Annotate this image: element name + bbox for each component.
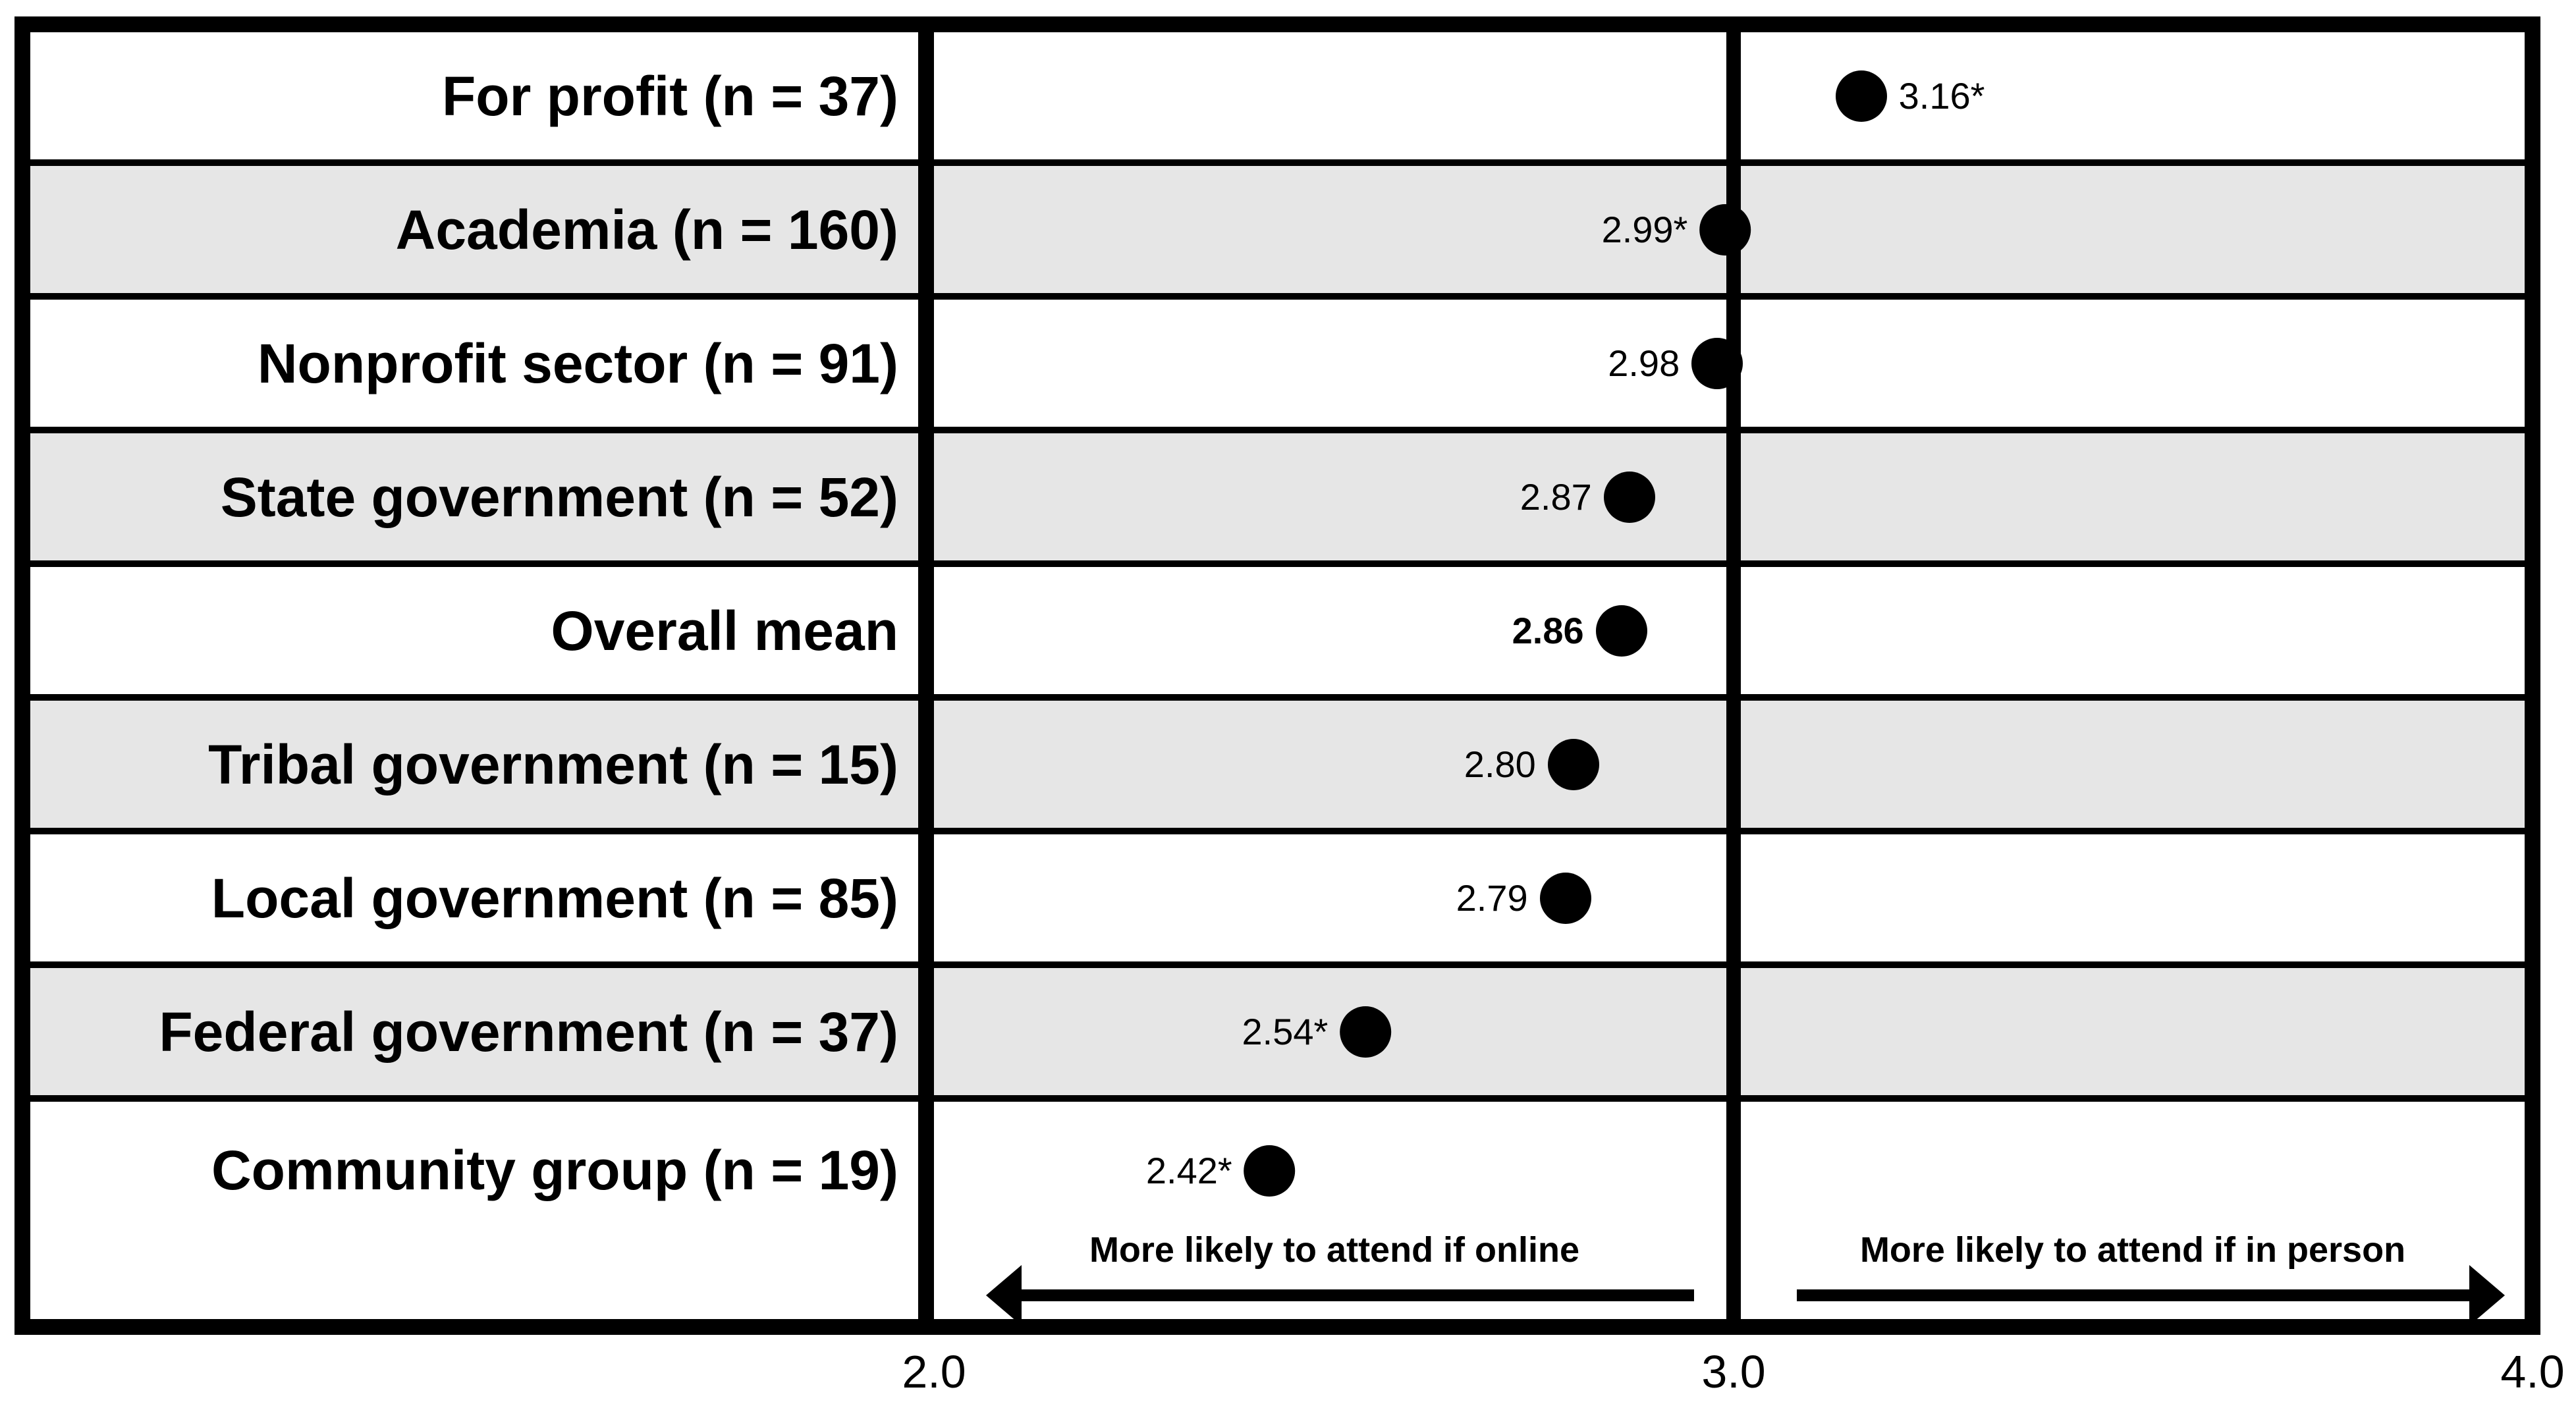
annotation-more-likely-online: More likely to attend if online: [1089, 1230, 1580, 1270]
dot-marker-icon: [1699, 203, 1751, 256]
x-tick-2-0: 2.0: [902, 1346, 966, 1397]
dot-marker-icon: [1539, 872, 1591, 924]
label-column-divider: [918, 32, 934, 1319]
dot-marker-icon: [1244, 1145, 1296, 1197]
dot-marker-icon: [1595, 605, 1647, 657]
value-label: 3.16*: [1898, 74, 1985, 117]
row-label: Local government (n = 85): [211, 867, 898, 929]
dot-marker-icon: [1603, 471, 1655, 523]
table-row: Tribal government (n = 15): [30, 701, 2525, 834]
value-label: 2.87: [1520, 475, 1592, 518]
dot-marker-icon: [1835, 70, 1887, 122]
data-point: 3.16*: [1835, 70, 1985, 122]
value-label: 2.98: [1608, 342, 1680, 384]
dot-marker-icon: [1691, 337, 1743, 389]
data-point: 2.87: [1520, 471, 1655, 523]
x-tick-4-0: 4.0: [2500, 1346, 2565, 1397]
data-point: 2.42*: [1146, 1145, 1296, 1197]
row-label: Community group (n = 19): [211, 1139, 898, 1201]
annotation-more-likely-in-person: More likely to attend if in person: [1859, 1230, 2406, 1270]
table-row: State government (n = 52): [30, 433, 2525, 567]
value-label: 2.99*: [1601, 208, 1688, 250]
dot-marker-icon: [1547, 738, 1599, 790]
value-label: 2.42*: [1145, 1150, 1232, 1191]
data-point: 2.99*: [1601, 203, 1751, 256]
row-label: Academia (n = 160): [395, 198, 898, 261]
row-label: State government (n = 52): [220, 466, 898, 528]
table-row: Local government (n = 85): [30, 834, 2525, 968]
data-point: 2.86: [1512, 605, 1647, 657]
value-label: 2.54*: [1242, 1010, 1329, 1052]
rows-container: For profit (n = 37) Academia (n = 160) Non…: [30, 32, 2525, 1319]
row-label: Tribal government (n = 15): [208, 733, 898, 796]
data-point: 2.54*: [1242, 1006, 1392, 1058]
right-arrow-icon: [1797, 1264, 2505, 1327]
table-row: Nonprofit sector (n = 91): [30, 300, 2525, 433]
table-row: Federal government (n = 37): [30, 968, 2525, 1102]
comparison-table: For profit (n = 37) Academia (n = 160) Non…: [14, 16, 2540, 1335]
data-point: 2.79: [1456, 872, 1591, 924]
dot-marker-icon: [1340, 1006, 1392, 1058]
table-row: Academia (n = 160): [30, 166, 2525, 300]
value-label: 2.79: [1456, 877, 1528, 919]
row-label: Federal government (n = 37): [159, 1000, 898, 1063]
value-label: 2.86: [1512, 609, 1584, 651]
table-row: For profit (n = 37): [30, 32, 2525, 166]
row-label: Nonprofit sector (n = 91): [257, 332, 898, 394]
table-row: Community group (n = 19): [30, 1102, 2525, 1319]
row-label: For profit (n = 37): [442, 65, 898, 127]
left-arrow-icon: [986, 1264, 1694, 1327]
table-row: Overall mean: [30, 567, 2525, 701]
x-tick-3-0: 3.0: [1701, 1346, 1766, 1397]
table-body: For profit (n = 37) Academia (n = 160) Non…: [30, 32, 2525, 1326]
value-label: 2.80: [1464, 743, 1536, 785]
row-label: Overall mean: [551, 599, 898, 662]
data-point: 2.80: [1464, 738, 1599, 790]
data-point: 2.98: [1608, 337, 1743, 389]
